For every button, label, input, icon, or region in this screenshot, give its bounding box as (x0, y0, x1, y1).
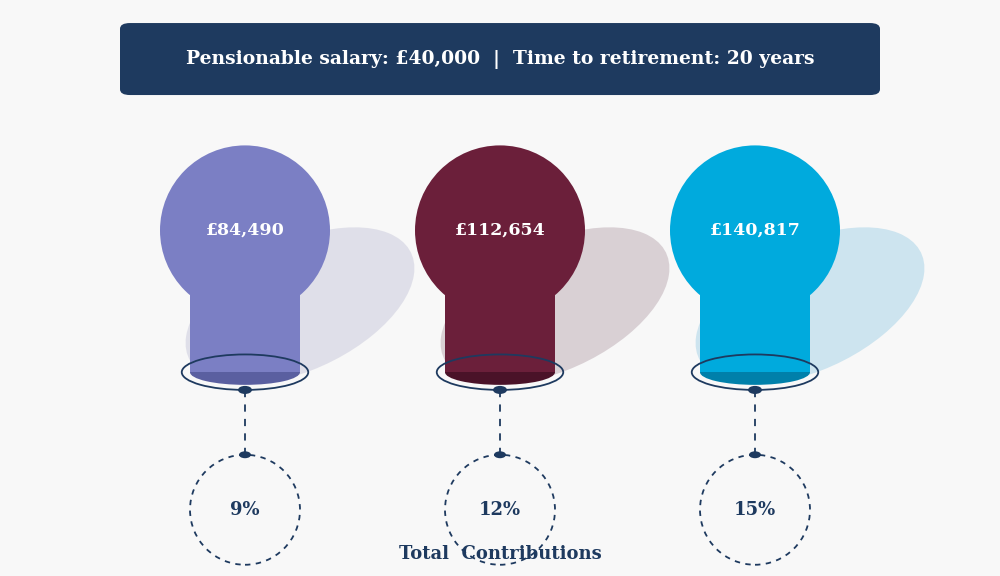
Circle shape (238, 386, 252, 394)
Ellipse shape (441, 228, 669, 384)
Bar (445, 277, 555, 372)
Ellipse shape (415, 145, 585, 316)
Bar (190, 277, 300, 372)
Ellipse shape (700, 264, 810, 290)
Text: Total  Contributions: Total Contributions (399, 545, 601, 563)
Text: 15%: 15% (734, 501, 776, 519)
Ellipse shape (190, 455, 300, 564)
Ellipse shape (700, 359, 810, 385)
FancyBboxPatch shape (120, 23, 880, 95)
Circle shape (749, 452, 761, 458)
Bar (700, 277, 810, 372)
Text: £140,817: £140,817 (710, 222, 800, 239)
Ellipse shape (696, 228, 924, 384)
Ellipse shape (190, 264, 300, 290)
Ellipse shape (445, 455, 555, 564)
Text: 12%: 12% (479, 501, 521, 519)
Circle shape (748, 386, 762, 394)
Ellipse shape (190, 359, 300, 385)
Ellipse shape (445, 264, 555, 290)
Circle shape (494, 452, 506, 458)
Circle shape (493, 386, 507, 394)
Ellipse shape (186, 228, 414, 384)
Circle shape (239, 452, 251, 458)
Text: 9%: 9% (230, 501, 260, 519)
Text: £112,654: £112,654 (455, 222, 545, 239)
Ellipse shape (700, 455, 810, 564)
Text: Pensionable salary: £40,000  |  Time to retirement: 20 years: Pensionable salary: £40,000 | Time to re… (186, 50, 814, 69)
Ellipse shape (670, 145, 840, 316)
Text: £84,490: £84,490 (206, 222, 284, 239)
Ellipse shape (160, 145, 330, 316)
Ellipse shape (445, 359, 555, 385)
